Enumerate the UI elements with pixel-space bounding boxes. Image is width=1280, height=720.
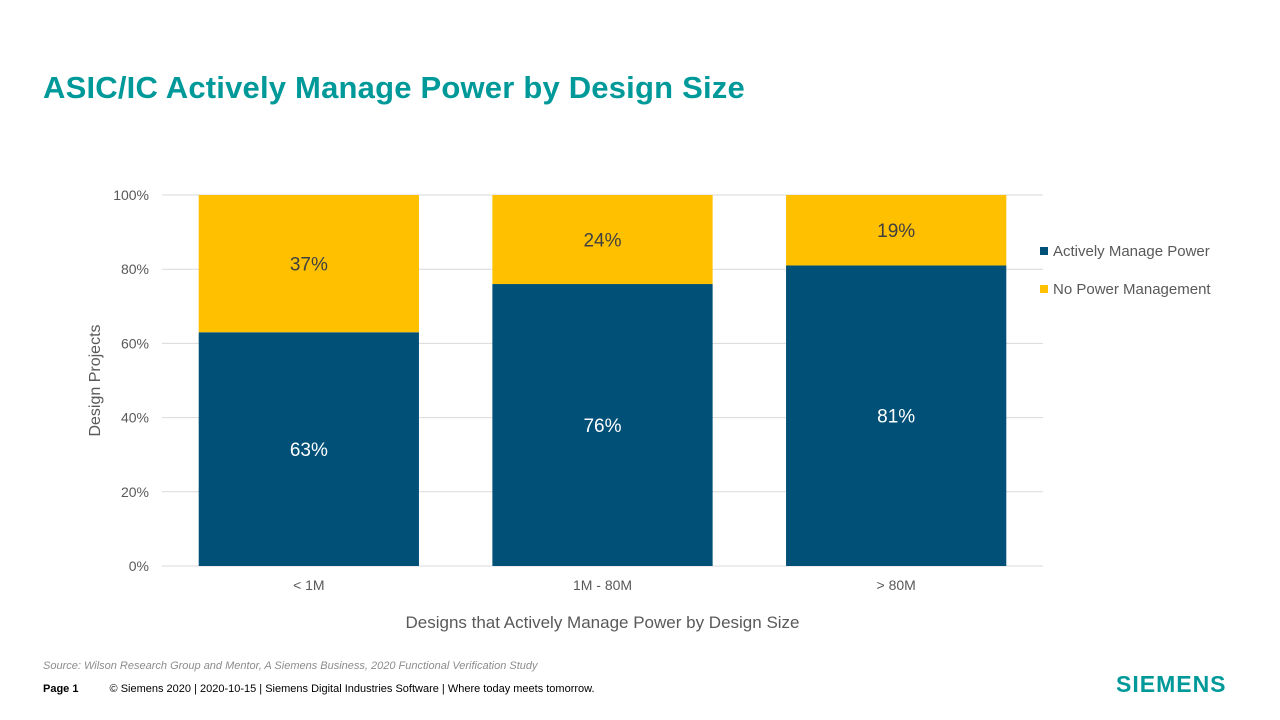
bar-segment <box>786 195 1007 266</box>
y-tick-label: 60% <box>121 335 149 351</box>
x-tick-label: 1M - 80M <box>573 577 632 593</box>
y-tick-label: 100% <box>113 187 149 203</box>
legend-swatch-no-power-management <box>1040 285 1048 293</box>
legend-label: Actively Manage Power <box>1053 242 1210 260</box>
footer-text: © Siemens 2020 | 2020-10-15 | Siemens Di… <box>109 683 595 695</box>
bar-segment <box>786 265 1007 566</box>
siemens-logo: SIEMENS <box>1116 671 1227 697</box>
data-label: 76% <box>583 416 621 437</box>
legend-label: No Power Management <box>1053 280 1211 298</box>
x-tick-label: > 80M <box>877 577 916 593</box>
bar-segment <box>198 332 419 566</box>
y-tick-label: 80% <box>121 261 149 277</box>
source-note: Source: Wilson Research Group and Mentor… <box>43 660 538 672</box>
data-label: 81% <box>877 407 915 428</box>
footer: Page 1 © Siemens 2020 | 2020-10-15 | Sie… <box>43 683 595 695</box>
x-tick-label: < 1M <box>293 577 325 593</box>
data-label: 37% <box>290 255 328 276</box>
x-axis-title: Designs that Actively Manage Power by De… <box>405 613 799 632</box>
legend-item-actively-manage-power: Actively Manage Power <box>1040 241 1211 261</box>
page-number: Page 1 <box>43 683 79 695</box>
bar-segment <box>492 195 713 285</box>
y-tick-label: 40% <box>121 410 149 426</box>
y-axis-title: Design Projects <box>87 324 104 436</box>
bar-segment <box>492 284 713 566</box>
legend-item-no-power-management: No Power Management <box>1040 279 1211 299</box>
y-tick-label: 20% <box>121 484 149 500</box>
slide-title: ASIC/IC Actively Manage Power by Design … <box>43 70 745 105</box>
data-label: 24% <box>583 231 621 252</box>
chart-legend: Actively Manage Power No Power Managemen… <box>1040 241 1211 317</box>
bar-segment <box>198 195 419 333</box>
legend-swatch-actively-manage-power <box>1040 247 1048 255</box>
data-label: 19% <box>877 221 915 242</box>
data-label: 63% <box>290 440 328 461</box>
y-tick-label: 0% <box>129 558 149 574</box>
